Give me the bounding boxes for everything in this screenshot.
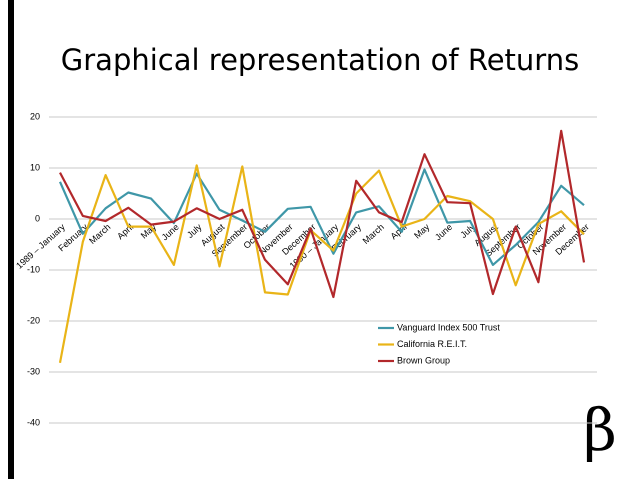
legend-label: Vanguard Index 500 Trust	[397, 322, 500, 332]
y-tick-label: -40	[27, 417, 40, 427]
y-tick-label: -20	[27, 315, 40, 325]
legend-label: California R.E.I.T.	[397, 339, 467, 349]
logo: β	[583, 396, 617, 464]
y-tick-label: 10	[30, 162, 40, 172]
series-line	[58, 164, 585, 364]
y-tick-label: 20	[30, 111, 40, 121]
legend-label: Brown Group	[397, 355, 450, 365]
series-line	[59, 129, 586, 299]
y-tick-label: 0	[35, 213, 40, 223]
x-tick-label: March	[361, 222, 386, 246]
x-tick-label: June	[160, 222, 181, 243]
series-line	[58, 168, 585, 266]
y-tick-label: -10	[27, 264, 40, 274]
x-tick-label: May	[412, 221, 432, 240]
x-tick-label: April	[115, 222, 135, 241]
chart-title: Graphical representation of Returns	[61, 43, 579, 77]
side-bar	[8, 0, 14, 479]
x-tick-label: June	[433, 222, 454, 243]
y-tick-label: -30	[27, 366, 40, 376]
x-tick-label: July	[185, 221, 204, 239]
